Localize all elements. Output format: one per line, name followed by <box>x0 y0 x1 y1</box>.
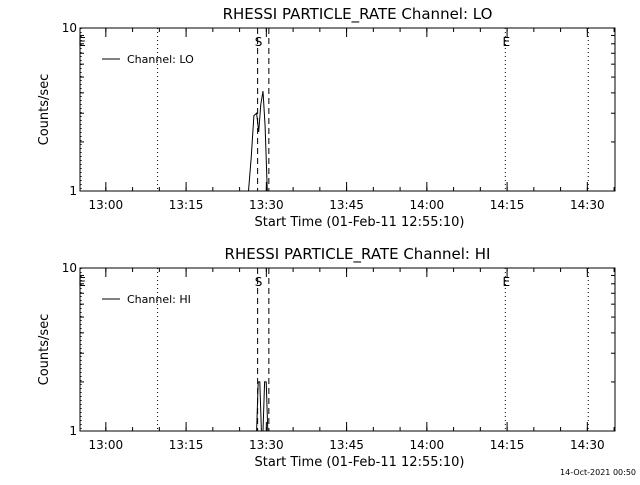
panel-2-y-tick-label: 10 <box>62 261 77 275</box>
panel-2-x-tick-label: 13:30 <box>249 438 284 452</box>
panel-2-legend-label: Channel: HI <box>127 293 191 306</box>
panel-1-y-tick-label: 1 <box>69 184 77 198</box>
panel-2-x-tick-label: 13:15 <box>169 438 204 452</box>
panel-2-x-tick-label: 14:15 <box>490 438 525 452</box>
panel-2-x-tick-label: 13:45 <box>329 438 364 452</box>
panel-1-x-axis-label: Start Time (01-Feb-11 12:55:10) <box>255 215 465 230</box>
panel-1-marker-label: S <box>255 35 263 49</box>
panel-2-plot-frame <box>79 267 616 432</box>
panel-2-chart-title: RHESSI PARTICLE_RATE Channel: HI <box>225 245 491 264</box>
panel-1-series-line <box>248 91 268 192</box>
panel-1-x-tick-label: 14:15 <box>490 198 525 212</box>
panel-1-x-tick-label: 14:00 <box>410 198 445 212</box>
panel-1-x-tick-label: 14:30 <box>570 198 605 212</box>
panel-1-y-tick-label: 10 <box>62 21 77 35</box>
panel-1-x-tick-label: 13:00 <box>89 198 124 212</box>
panel-2-x-axis-label: Start Time (01-Feb-11 12:55:10) <box>255 455 465 470</box>
panel-2-marker-label: E <box>78 275 86 289</box>
panel-2-x-tick-label: 14:00 <box>410 438 445 452</box>
panel-2-y-axis-label: Counts/sec <box>37 314 52 386</box>
panel-1-y-axis-label: Counts/sec <box>37 74 52 146</box>
panel-2-x-tick-label: 14:30 <box>570 438 605 452</box>
timestamp: 14-Oct-2021 00:50 <box>560 468 636 477</box>
panel-2-marker-label: S <box>255 275 263 289</box>
panel-1-marker-label: E <box>78 35 86 49</box>
panel-1-legend-label: Channel: LO <box>127 53 194 66</box>
panel-1-plot-frame <box>79 27 616 192</box>
panel-1-x-tick-label: 13:45 <box>329 198 364 212</box>
panel-2-y-tick-label: 1 <box>69 424 77 438</box>
panel-1-x-tick-label: 13:30 <box>249 198 284 212</box>
panel-2-marker-label: E <box>503 275 511 289</box>
panel-1-x-tick-label: 13:15 <box>169 198 204 212</box>
panel-1-chart-title: RHESSI PARTICLE_RATE Channel: LO <box>223 5 493 24</box>
panel-1-marker-label: E <box>503 35 511 49</box>
panel-2-series-line <box>256 381 269 432</box>
panel-2-x-tick-label: 13:00 <box>89 438 124 452</box>
